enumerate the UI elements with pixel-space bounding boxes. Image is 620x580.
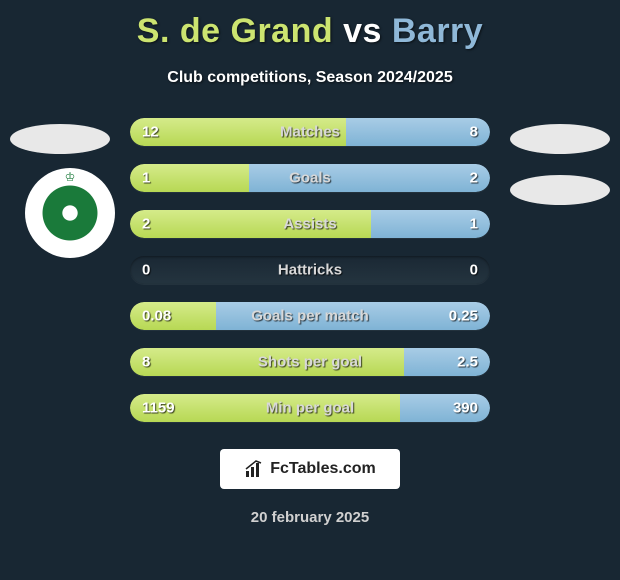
stat-value-left: 1159 (142, 400, 175, 417)
stat-row: Goals1 2 (0, 155, 620, 201)
player1-name: S. de Grand (137, 12, 333, 50)
stat-value-right: 0.25 (449, 308, 478, 325)
player2-name: Barry (392, 12, 483, 50)
comparison-title: S. de Grand vs Barry (0, 0, 620, 51)
stat-label: Assists (130, 216, 490, 233)
stat-value-left: 0 (142, 262, 150, 279)
stat-value-left: 8 (142, 354, 150, 371)
stat-label: Min per goal (130, 400, 490, 417)
stat-value-left: 12 (142, 124, 159, 141)
vs-text: vs (343, 12, 382, 50)
stat-value-right: 2 (470, 170, 478, 187)
stat-row: Shots per goal8 2.5 (0, 339, 620, 385)
stat-value-right: 8 (470, 124, 478, 141)
stat-value-left: 1 (142, 170, 150, 187)
stat-row: Min per goal1159 390 (0, 385, 620, 431)
stat-row: Assists2 1 (0, 201, 620, 247)
stats-area: Matches128Goals12Assists21Hattricks00Goa… (0, 109, 620, 431)
bar-container: Hattricks0 0 (130, 256, 490, 284)
stat-label: Shots per goal (130, 354, 490, 371)
fctables-logo[interactable]: FcTables.com (220, 449, 400, 489)
bar-container: Min per goal1159 390 (130, 394, 490, 422)
bar-container: Goals per match0.08 0.25 (130, 302, 490, 330)
date-text: 20 february 2025 (0, 509, 620, 526)
stat-label: Matches (130, 124, 490, 141)
stat-label: Goals (130, 170, 490, 187)
stat-value-right: 1 (470, 216, 478, 233)
stat-value-right: 390 (453, 400, 478, 417)
logo-chart-icon (244, 459, 264, 479)
subtitle: Club competitions, Season 2024/2025 (0, 69, 620, 87)
bar-container: Assists2 1 (130, 210, 490, 238)
stat-value-left: 2 (142, 216, 150, 233)
stat-value-right: 2.5 (457, 354, 478, 371)
bar-container: Matches12 8 (130, 118, 490, 146)
bar-container: Shots per goal8 2.5 (130, 348, 490, 376)
stat-value-right: 0 (470, 262, 478, 279)
stat-label: Hattricks (130, 262, 490, 279)
logo-text: FcTables.com (270, 460, 376, 478)
stat-row: Hattricks0 0 (0, 247, 620, 293)
stat-value-left: 0.08 (142, 308, 171, 325)
stat-label: Goals per match (130, 308, 490, 325)
stat-row: Goals per match0.08 0.25 (0, 293, 620, 339)
stat-row: Matches12 8 (0, 109, 620, 155)
bar-container: Goals1 2 (130, 164, 490, 192)
